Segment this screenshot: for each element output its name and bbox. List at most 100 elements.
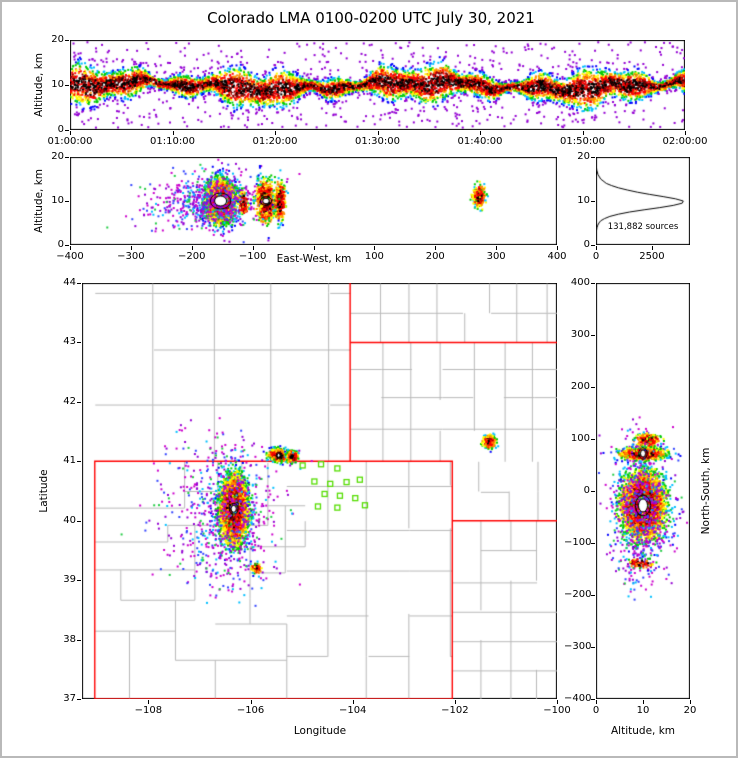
tick-mark bbox=[313, 246, 315, 250]
tick-mark bbox=[690, 700, 691, 704]
tick-mark bbox=[591, 387, 595, 388]
tick-label: 37 bbox=[63, 693, 76, 704]
tick-mark bbox=[352, 700, 354, 704]
tick-mark bbox=[643, 700, 644, 704]
tick-label: −400 bbox=[564, 693, 592, 704]
ew-panel-ylabel: Altitude, km bbox=[33, 168, 45, 234]
tick-mark bbox=[596, 700, 597, 704]
tick-mark bbox=[191, 246, 193, 250]
tick-label: 01:50:00 bbox=[560, 136, 605, 147]
tick-label: −200 bbox=[564, 589, 592, 600]
tick-mark bbox=[77, 639, 81, 641]
tick-label: 0 bbox=[57, 239, 64, 250]
tick-label: 0 bbox=[583, 485, 590, 496]
tick-mark bbox=[557, 700, 558, 704]
tick-mark bbox=[591, 699, 595, 700]
map-panel-xlabel: Longitude bbox=[293, 725, 347, 737]
tick-label: 100 bbox=[364, 251, 384, 262]
tick-mark bbox=[591, 335, 595, 336]
east-west-height-panel bbox=[70, 157, 557, 245]
tick-label: 02:00:00 bbox=[662, 136, 708, 147]
tick-mark bbox=[591, 157, 595, 158]
tick-label: 01:30:00 bbox=[355, 136, 400, 147]
tick-mark bbox=[591, 647, 595, 648]
altitude-histogram-panel bbox=[596, 157, 690, 245]
tick-label: 0 bbox=[592, 251, 600, 262]
tick-mark bbox=[65, 40, 69, 41]
tick-mark bbox=[591, 201, 595, 202]
tick-mark bbox=[480, 131, 481, 135]
tick-mark bbox=[172, 131, 174, 135]
tick-label: 200 bbox=[425, 251, 445, 262]
tick-mark bbox=[582, 131, 584, 135]
tick-label: 44 bbox=[63, 277, 76, 288]
tick-label: −100 bbox=[238, 251, 267, 262]
tick-mark bbox=[651, 246, 653, 250]
tick-label: −102 bbox=[441, 705, 469, 716]
tick-label: 01:40:00 bbox=[457, 136, 503, 147]
tick-mark bbox=[148, 700, 150, 704]
tick-mark bbox=[252, 246, 254, 250]
tick-mark bbox=[275, 131, 276, 135]
tick-label: 43 bbox=[63, 336, 76, 348]
ew-panel-xlabel: East-West, km bbox=[276, 253, 352, 265]
time-height-panel bbox=[70, 40, 685, 130]
tick-mark bbox=[77, 401, 81, 403]
tick-label: 400 bbox=[547, 251, 567, 262]
tick-label: 01:10:00 bbox=[150, 136, 195, 147]
tick-mark bbox=[591, 543, 595, 544]
tick-label: 0 bbox=[592, 705, 600, 716]
time-panel-ylabel: Altitude, km bbox=[33, 52, 45, 118]
tick-mark bbox=[77, 461, 81, 463]
tick-mark bbox=[591, 439, 595, 440]
tick-label: 10 bbox=[577, 195, 590, 206]
tick-mark bbox=[454, 700, 456, 704]
tick-mark bbox=[591, 491, 595, 492]
tick-mark bbox=[435, 246, 437, 250]
tick-mark bbox=[377, 131, 379, 135]
tick-label: 10 bbox=[51, 195, 64, 206]
tick-label: −300 bbox=[564, 641, 592, 652]
tick-label: 0 bbox=[57, 124, 64, 135]
tick-mark bbox=[70, 246, 71, 250]
tick-label: 40 bbox=[63, 514, 76, 526]
tick-label: 300 bbox=[570, 329, 590, 340]
tick-label: −100 bbox=[543, 705, 571, 716]
tick-mark bbox=[250, 700, 252, 704]
tick-mark bbox=[77, 699, 81, 700]
tick-mark bbox=[65, 130, 69, 131]
tick-label: 39 bbox=[63, 574, 76, 586]
tick-label: 41 bbox=[63, 455, 76, 467]
tick-label: 20 bbox=[51, 34, 64, 45]
tick-label: 20 bbox=[577, 151, 590, 162]
figure-title: Colorado LMA 0100-0200 UTC July 30, 2021 bbox=[207, 9, 535, 27]
tick-mark bbox=[496, 246, 498, 250]
tick-mark bbox=[77, 580, 81, 582]
tick-label: 10 bbox=[51, 79, 64, 90]
tick-mark bbox=[685, 131, 686, 135]
tick-mark bbox=[591, 283, 595, 284]
north-south-height-panel bbox=[596, 283, 690, 699]
tick-label: 42 bbox=[63, 395, 76, 407]
plan-view-map-panel bbox=[82, 283, 557, 699]
source-count-annotation: 131,882 sources bbox=[607, 222, 679, 232]
tick-label: 300 bbox=[486, 251, 506, 262]
tick-mark bbox=[77, 520, 81, 522]
tick-label: 200 bbox=[570, 381, 590, 392]
tick-mark bbox=[77, 283, 81, 284]
tick-label: −200 bbox=[178, 251, 206, 262]
tick-mark bbox=[65, 157, 69, 158]
tick-label: −100 bbox=[564, 537, 592, 548]
tick-label: 2500 bbox=[639, 251, 665, 262]
tick-mark bbox=[596, 246, 597, 250]
tick-label: 0 bbox=[583, 239, 590, 250]
ns-panel-ylabel: North-South, km bbox=[700, 447, 712, 535]
tick-label: 01:20:00 bbox=[252, 136, 298, 147]
ns-panel-xlabel: Altitude, km bbox=[610, 725, 676, 737]
tick-mark bbox=[557, 246, 558, 250]
tick-label: 100 bbox=[570, 433, 590, 444]
tick-mark bbox=[77, 342, 81, 344]
tick-label: −104 bbox=[338, 705, 367, 716]
tick-mark bbox=[591, 245, 595, 246]
